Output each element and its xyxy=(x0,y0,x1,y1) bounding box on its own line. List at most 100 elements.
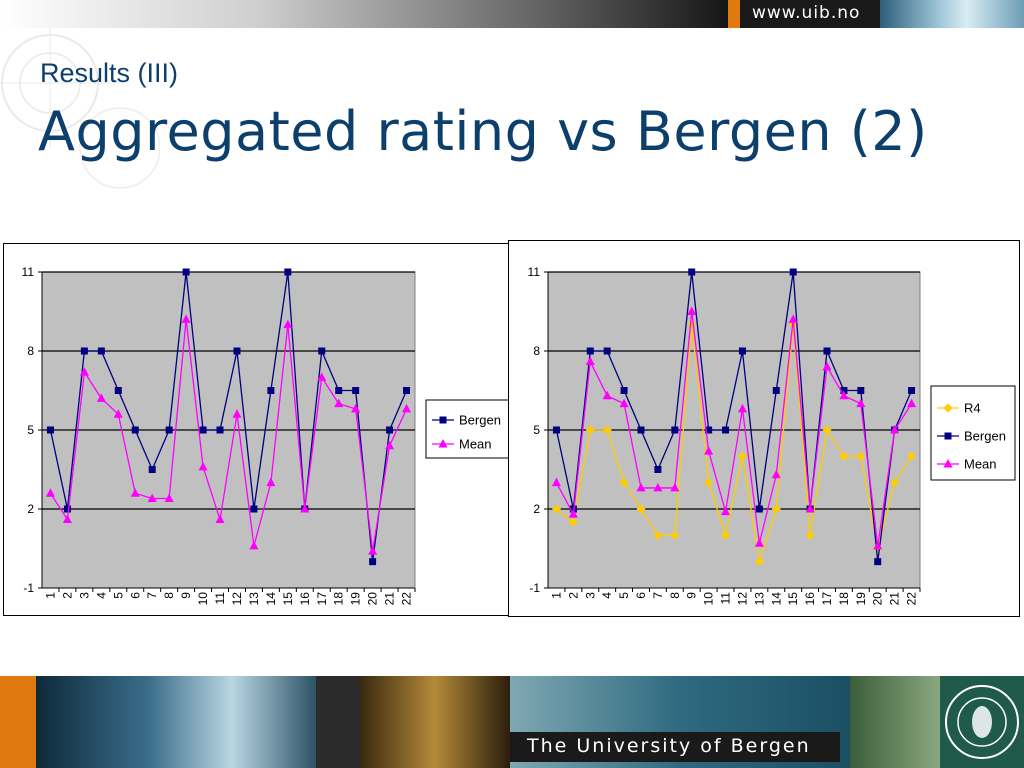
left-chart-x-tick-label: 13 xyxy=(247,592,261,606)
right-chart-x-tick-label: 11 xyxy=(719,592,733,605)
right-chart-series-mean-point xyxy=(602,390,612,400)
right-chart-series-r4-point xyxy=(805,530,815,540)
left-chart-series-bergen-point xyxy=(182,268,190,276)
right-chart-series-r4-point xyxy=(721,530,731,540)
right-chart-x-tick-label: 6 xyxy=(634,592,648,599)
left-chart-series-bergen-point xyxy=(352,387,360,394)
right-chart-series-r4-point xyxy=(907,451,917,461)
bottom-banner-photo xyxy=(36,676,316,768)
footer-text-strip xyxy=(510,732,840,762)
right-chart-series-r4-point xyxy=(754,557,764,567)
left-chart-x-tick-label: 6 xyxy=(128,592,142,599)
right-chart-x-tick-label: 20 xyxy=(871,592,885,606)
left-chart-series-bergen-point xyxy=(165,426,173,434)
left-chart-x-tick-label: 18 xyxy=(332,592,346,606)
right-chart-y-tick-label: 8 xyxy=(533,344,540,358)
left-chart-series-mean-point xyxy=(249,540,259,550)
right-chart-series-mean-point xyxy=(704,446,714,455)
left-chart-series-mean-point xyxy=(385,440,395,450)
right-chart-x-tick-label: 3 xyxy=(583,592,597,599)
right-chart-x-tick-label: 2 xyxy=(566,592,580,599)
right-chart-series-mean-point xyxy=(585,356,595,366)
left-chart-series-bergen-point xyxy=(233,347,241,355)
bottom-banner-orange xyxy=(0,676,36,768)
chart-left: -1 2 5 8 11 1 2 3 4 5 6 7 8 9 10 11 12 13 14 15 16 17 18 19 20 21… xyxy=(3,243,512,616)
left-chart-series-bergen-point xyxy=(97,347,105,355)
left-chart-y-tick-label: 11 xyxy=(22,265,35,279)
left-chart-x-tick-label: 20 xyxy=(366,592,380,606)
left-chart-series-bergen-point xyxy=(369,558,377,566)
right-chart-series-mean-point xyxy=(754,538,764,547)
right-chart-series-bergen-point xyxy=(603,347,611,355)
left-chart-x-tick-label: 16 xyxy=(298,592,312,606)
right-chart-series-mean-point xyxy=(805,504,815,513)
left-chart-legend-marker-mean xyxy=(438,439,448,448)
right-chart-series-mean-point xyxy=(788,314,798,323)
site-url[interactable]: www.uib.no xyxy=(752,3,861,23)
right-chart-x-tick-label: 18 xyxy=(837,592,851,606)
right-chart-x-tick-label: 13 xyxy=(752,592,766,606)
left-chart-series-bergen-point xyxy=(335,387,343,394)
bottom-banner-dark xyxy=(316,676,360,768)
right-chart-series-r4-point xyxy=(704,478,714,488)
left-chart-x-tick-label: 9 xyxy=(179,592,193,599)
footer-text: The University of Bergen xyxy=(527,735,811,757)
left-chart-x-tick-label: 15 xyxy=(281,592,295,606)
university-seal-icon xyxy=(940,676,1024,768)
left-chart-series-mean-point xyxy=(283,319,293,329)
right-chart-series-mean-point xyxy=(551,477,561,487)
left-chart-series-mean-point xyxy=(164,493,174,502)
right-chart-x-tick-label: 12 xyxy=(735,592,749,606)
right-chart-series-bergen-point xyxy=(789,268,797,276)
right-chart-series-mean-point xyxy=(653,482,663,492)
right-chart-x-tick-label: 9 xyxy=(685,592,699,599)
top-banner-accent xyxy=(728,0,740,28)
right-chart-series-bergen-point xyxy=(840,387,848,394)
right-chart-y-tick-label: 2 xyxy=(533,502,540,516)
right-chart-series-mean-point xyxy=(907,398,917,408)
left-chart-series-mean-point xyxy=(113,409,123,418)
right-chart-x-tick-label: 14 xyxy=(769,592,783,606)
left-chart-x-tick-label: 3 xyxy=(77,592,91,599)
right-chart-x-tick-label: 16 xyxy=(803,592,817,606)
left-chart-series-bergen-point xyxy=(114,387,122,394)
right-chart-x-tick-label: 7 xyxy=(651,592,665,599)
left-chart-legend-label-mean: Mean xyxy=(459,437,492,452)
chart-right: -1 2 5 8 11 1 2 3 4 5 6 7 8 9 10 11 12 13 14 15 16 17 18 19 20 21… xyxy=(508,240,1020,617)
right-chart-series-bergen-point xyxy=(823,347,831,355)
right-chart-x-tick-label: 15 xyxy=(786,592,800,606)
left-chart-series-mean-point xyxy=(181,314,191,323)
left-chart-y-tick-label: 2 xyxy=(27,502,34,516)
right-chart-series-mean-line xyxy=(555,311,913,546)
right-chart-series-bergen-point xyxy=(688,268,696,276)
left-chart-series-mean-point xyxy=(300,504,310,513)
left-chart-x-tick-label: 14 xyxy=(264,592,278,606)
left-chart-series-bergen-point xyxy=(131,426,139,434)
right-chart-series-r4-point xyxy=(636,504,646,514)
right-chart-series-mean-point xyxy=(737,403,747,413)
right-chart-series-mean-point xyxy=(839,390,849,400)
slide-title: Aggregated rating vs Bergen (2) xyxy=(38,100,928,163)
right-chart-series-r4-point xyxy=(856,451,866,461)
bottom-banner-building xyxy=(360,676,510,768)
left-chart-x-tick-label: 10 xyxy=(196,592,210,606)
left-chart-x-tick-label: 5 xyxy=(111,592,125,599)
left-chart-series-mean-point xyxy=(266,477,276,487)
right-chart-series-bergen-point xyxy=(637,426,645,434)
right-chart-series-r4-point xyxy=(890,478,900,488)
left-chart-series-mean-point xyxy=(96,393,106,402)
right-chart-x-tick-label: 21 xyxy=(888,592,902,606)
right-chart-legend-label-mean: Mean xyxy=(964,457,997,472)
right-chart-series-r4-line xyxy=(556,324,913,562)
right-chart-x-tick-label: 4 xyxy=(600,592,614,599)
left-chart-series-mean-point xyxy=(402,403,412,413)
right-chart-series-bergen-point xyxy=(705,426,713,434)
right-chart-series-bergen-point xyxy=(874,558,882,566)
right-chart-y-tick-label: -1 xyxy=(529,581,540,595)
right-chart-series-r4-point xyxy=(822,425,832,435)
left-chart-x-tick-label: 12 xyxy=(230,592,244,606)
left-chart-x-tick-label: 8 xyxy=(162,592,176,599)
left-chart-y-tick-label: -1 xyxy=(23,581,34,595)
